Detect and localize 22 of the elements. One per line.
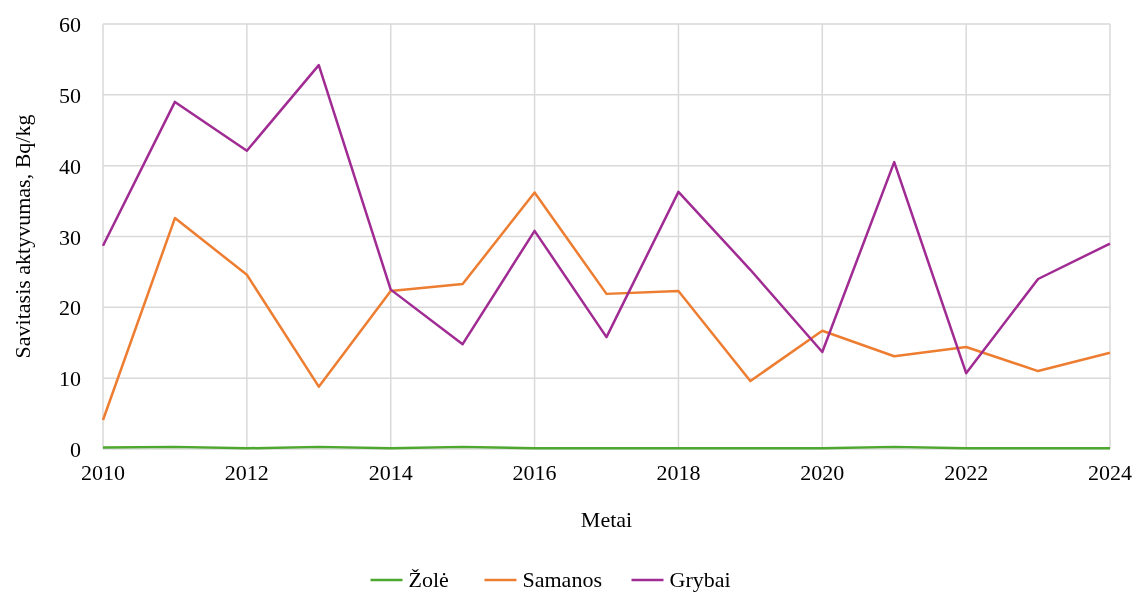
x-tick-label: 2020	[800, 460, 845, 485]
x-axis-title: Metai	[580, 507, 633, 532]
x-tick-label: 2010	[81, 460, 125, 485]
x-tick-label: 2018	[656, 460, 701, 485]
x-tick-label: 2016	[512, 460, 557, 485]
line-series	[101, 63, 1112, 375]
x-tick-label: 2022	[944, 460, 989, 485]
legend-label: Žolė	[408, 567, 449, 592]
legend-label: Samanos	[522, 567, 602, 592]
line-series	[101, 191, 1112, 422]
x-tick-label: 2012	[224, 460, 269, 485]
x-tick-label: 2014	[368, 460, 413, 485]
x-tick-label: 2024	[1088, 460, 1132, 485]
y-tick-label: 10	[59, 366, 81, 392]
y-tick-label: 0	[70, 437, 81, 462]
y-axis-title: Savitasis aktyvumas, Bq/kg	[10, 114, 35, 359]
legend-label: Grybai	[669, 567, 731, 592]
y-tick-label: 20	[59, 295, 81, 321]
y-tick-label: 60	[59, 12, 81, 37]
y-tick-label: 50	[59, 82, 81, 108]
y-tick-label: 40	[59, 153, 81, 179]
y-tick-label: 30	[59, 224, 81, 250]
